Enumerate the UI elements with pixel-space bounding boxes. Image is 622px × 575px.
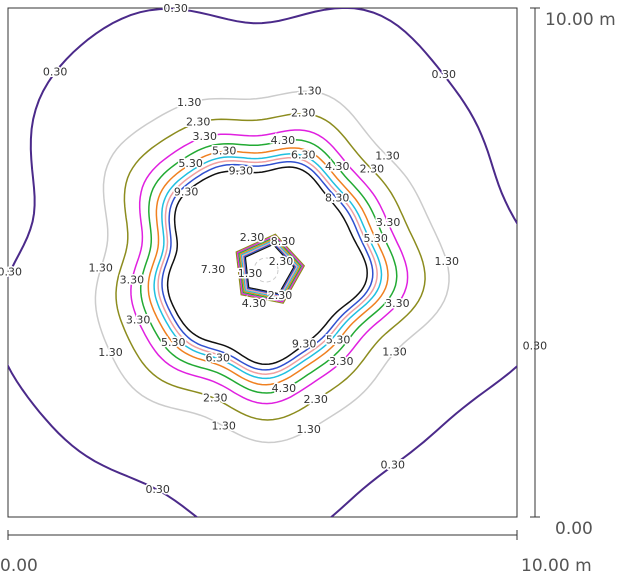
- contour-line: [243, 242, 297, 296]
- contour-label: 4.30: [272, 382, 297, 395]
- contour-label: 9.30: [292, 338, 317, 351]
- contour-label: 5.30: [363, 232, 388, 245]
- contour-label: 1.30: [375, 149, 400, 162]
- contour-line: [130, 129, 409, 405]
- contour-label: 3.30: [126, 314, 151, 327]
- contour-line: [238, 236, 303, 302]
- contour-line: [147, 147, 389, 386]
- contour-label: 0.30: [0, 266, 22, 279]
- contour-label: 2.30: [291, 107, 316, 120]
- contour-line: [139, 139, 398, 394]
- contour-label: 5.30: [178, 157, 203, 170]
- contour-label: 3.30: [385, 297, 410, 310]
- contour-label: 8.30: [325, 192, 350, 205]
- contour-label: 4.30: [325, 160, 350, 173]
- contour-line: [240, 239, 300, 299]
- contour-label: 0.30: [43, 65, 68, 78]
- contour-line: [244, 243, 295, 295]
- contour-label: 1.30: [297, 84, 322, 97]
- contour-label: 9.30: [229, 165, 254, 178]
- contour-line: [236, 234, 304, 303]
- contour-label: 1.30: [98, 346, 123, 359]
- contour-line: [115, 112, 426, 421]
- contour-label: 5.30: [161, 336, 186, 349]
- contour-label: 3.30: [376, 216, 401, 229]
- contour-line: [253, 257, 279, 283]
- contour-line: [153, 153, 383, 380]
- contour-label: 7.30: [201, 263, 226, 276]
- contour-label: 3.30: [329, 355, 354, 368]
- contour-line: [157, 157, 378, 375]
- contour-label: 0.30: [381, 459, 406, 472]
- contour-label: 0.30: [163, 2, 188, 15]
- contour-label: 5.30: [212, 144, 237, 157]
- contour-line: [161, 160, 374, 371]
- contour-label: 3.30: [193, 130, 218, 143]
- contour-label: 6.30: [291, 149, 316, 162]
- y-tick-label: 0.00: [555, 519, 593, 539]
- contour-line: [8, 8, 517, 517]
- contour-label: 2.30: [186, 116, 211, 129]
- contour-label: 2.30: [269, 255, 294, 268]
- contour-label: 4.30: [271, 134, 296, 147]
- contour-label: 1.30: [435, 255, 460, 268]
- contour-label: 9.30: [174, 185, 199, 198]
- contour-line: [166, 166, 368, 366]
- contour-label: 0.30: [145, 483, 170, 496]
- contour-line: [94, 90, 450, 444]
- contour-label: 1.30: [296, 423, 321, 436]
- x-tick-label: 0.00: [0, 556, 38, 575]
- contour-label: 2.30: [240, 231, 265, 244]
- contour-label: 2.30: [203, 392, 228, 405]
- contour-line: [242, 240, 298, 298]
- contour-label: 3.30: [120, 274, 145, 287]
- contour-label: 2.30: [303, 393, 328, 406]
- contour-label: 1.30: [382, 346, 407, 359]
- contour-label: 1.30: [88, 262, 113, 275]
- contour-label: 0.30: [432, 68, 457, 81]
- y-tick-label: 10.00 m: [545, 10, 616, 30]
- contour-label: 5.30: [326, 333, 351, 346]
- contour-line: [235, 233, 306, 304]
- contour-label: 4.30: [242, 297, 267, 310]
- contour-label: 1.30: [177, 96, 202, 109]
- contour-label: 6.30: [206, 352, 231, 365]
- contour-label: 1.30: [211, 419, 236, 432]
- plot-frame: [7, 7, 518, 518]
- contour-line: [239, 237, 301, 300]
- contour-label: 2.30: [268, 289, 293, 302]
- contour-label: 2.30: [360, 162, 385, 175]
- contour-label: 8.30: [271, 235, 296, 248]
- contour-label: 1.30: [238, 267, 263, 280]
- x-tick-label: 10.00 m: [521, 556, 592, 575]
